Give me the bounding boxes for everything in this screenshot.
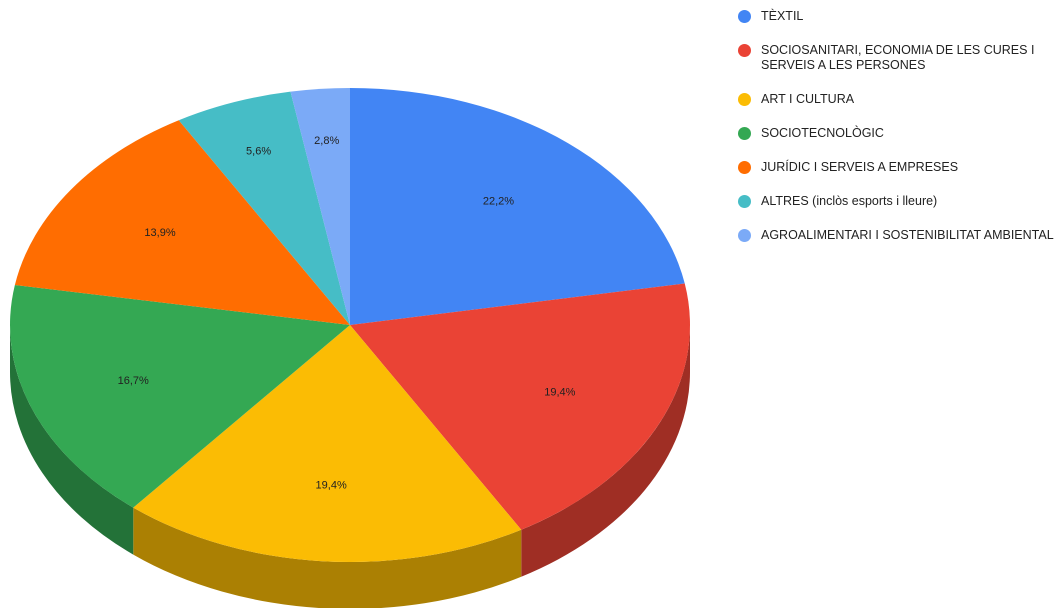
pie-side <box>10 325 134 555</box>
pie-slice <box>9 284 350 508</box>
legend-label: JURÍDIC I SERVEIS A EMPRESES <box>761 160 959 174</box>
pie-slice <box>290 88 350 325</box>
legend-label: SOCIOTECNOLÒGIC <box>761 126 884 140</box>
legend-item: ART I CULTURA <box>738 92 1062 107</box>
data-label: 19,4% <box>544 387 575 399</box>
data-label: 16,7% <box>118 375 149 387</box>
legend-swatch <box>738 44 751 57</box>
pie-area: 22,2% 19,4% 19,4% 16,7% 13,9% 5,6% 2,8% <box>9 88 691 608</box>
pie-slice <box>350 88 685 325</box>
legend-item: TÈXTIL <box>738 9 1062 24</box>
legend-label: AGROALIMENTARI I SOSTENIBILITAT AMBIENTA… <box>761 228 1054 242</box>
legend-swatch <box>738 195 751 208</box>
pie-side <box>521 325 690 577</box>
pie-slice <box>178 91 350 325</box>
data-label: 5,6% <box>246 145 271 157</box>
pie-slice <box>350 283 691 530</box>
legend-item: JURÍDIC I SERVEIS A EMPRESES <box>738 160 1062 175</box>
data-label: 2,8% <box>314 135 339 147</box>
legend-label: ALTRES (inclòs esports i lleure) <box>761 194 938 208</box>
legend-swatch <box>738 229 751 242</box>
pie-side <box>133 507 522 608</box>
legend-item: AGROALIMENTARI I SOSTENIBILITAT AMBIENTA… <box>738 228 1062 243</box>
data-label: 13,9% <box>144 227 175 239</box>
legend-swatch <box>738 161 751 174</box>
legend-swatch <box>738 127 751 140</box>
legend-label: SOCIOSANITARI, ECONOMIA DE LES CURES I S… <box>761 43 1035 72</box>
legend-label: TÈXTIL <box>761 9 804 23</box>
legend-swatch <box>738 93 751 106</box>
legend-swatch <box>738 10 751 23</box>
data-label: 22,2% <box>483 195 514 207</box>
pie-slice <box>133 325 522 563</box>
legend-label: ART I CULTURA <box>761 92 855 106</box>
pie-slice <box>14 120 351 325</box>
legend-item: ALTRES (inclòs esports i lleure) <box>738 194 1062 209</box>
data-label: 19,4% <box>316 480 347 492</box>
legend-item: SOCIOSANITARI, ECONOMIA DE LES CURES I S… <box>738 43 1062 73</box>
legend: TÈXTIL SOCIOSANITARI, ECONOMIA DE LES CUR… <box>738 9 1062 262</box>
legend-item: SOCIOTECNOLÒGIC <box>738 126 1062 141</box>
